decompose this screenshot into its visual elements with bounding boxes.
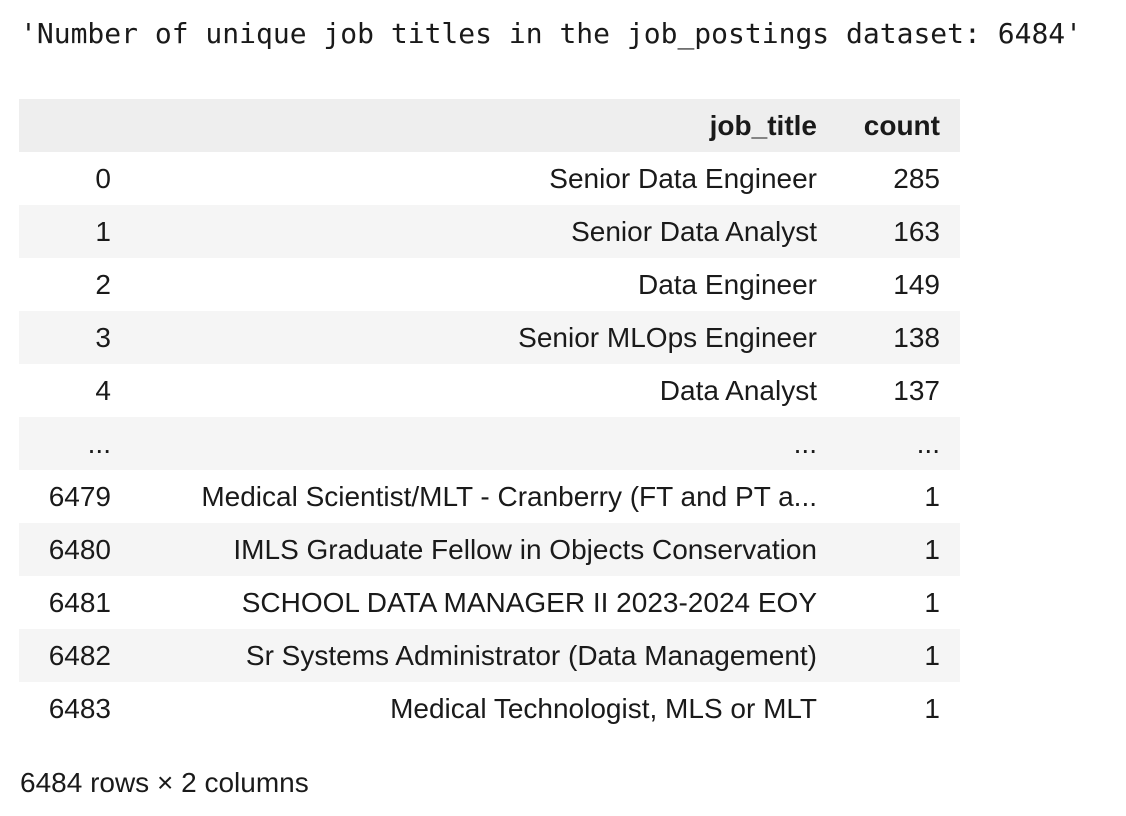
row-count: 163	[893, 215, 940, 247]
row-index: 4	[95, 374, 111, 406]
row-count: 137	[893, 374, 940, 406]
table-row: 3 Senior MLOps Engineer 138	[19, 311, 960, 364]
row-job-title: SCHOOL DATA MANAGER II 2023-2024 EOY	[241, 586, 817, 618]
row-job-title: Senior Data Analyst	[571, 215, 817, 247]
row-count: 1	[924, 480, 940, 512]
row-count: 138	[893, 321, 940, 353]
row-job-title: ...	[793, 427, 817, 459]
table-row: 4 Data Analyst 137	[19, 364, 960, 417]
row-job-title: Medical Scientist/MLT - Cranberry (FT an…	[201, 480, 817, 512]
table-row-ellipsis: ... ... ...	[19, 417, 960, 470]
row-count: 1	[924, 533, 940, 565]
row-index: 6480	[48, 533, 111, 565]
table-row: 1 Senior Data Analyst 163	[19, 205, 960, 258]
dataframe-shape-summary: 6484 rows × 2 columns	[20, 767, 309, 798]
header-count: count	[863, 109, 940, 141]
row-count: 285	[893, 162, 940, 194]
row-index: 0	[95, 162, 111, 194]
table-row: 6482 Sr Systems Administrator (Data Mana…	[19, 629, 960, 682]
table-row: 0 Senior Data Engineer 285	[19, 152, 960, 205]
table-row: 6481 SCHOOL DATA MANAGER II 2023-2024 EO…	[19, 576, 960, 629]
row-index: 6481	[48, 586, 111, 618]
row-index: ...	[87, 427, 111, 459]
row-index: 6479	[48, 480, 111, 512]
row-job-title: Data Analyst	[659, 374, 817, 406]
row-count: 1	[924, 692, 940, 724]
header-job-title: job_title	[709, 109, 817, 141]
row-index: 1	[95, 215, 111, 247]
row-index: 2	[95, 268, 111, 300]
row-count: 149	[893, 268, 940, 300]
table-row: 2 Data Engineer 149	[19, 258, 960, 311]
row-count: ...	[916, 427, 940, 459]
row-index: 3	[95, 321, 111, 353]
row-job-title: Data Engineer	[637, 268, 817, 300]
table-row: 6479 Medical Scientist/MLT - Cranberry (…	[19, 470, 960, 523]
row-job-title: Senior MLOps Engineer	[518, 321, 817, 353]
row-index: 6483	[48, 692, 111, 724]
row-job-title: Sr Systems Administrator (Data Managemen…	[245, 639, 817, 671]
dataframe-table: job_title count 0 Senior Data Engineer 2…	[19, 99, 960, 735]
row-job-title: Medical Technologist, MLS or MLT	[390, 692, 817, 724]
output-text: 'Number of unique job titles in the job_…	[20, 17, 1083, 50]
header-index	[19, 99, 131, 152]
table-row: 6480 IMLS Graduate Fellow in Objects Con…	[19, 523, 960, 576]
row-job-title: IMLS Graduate Fellow in Objects Conserva…	[233, 533, 817, 565]
table-header-row: job_title count	[19, 99, 960, 152]
row-count: 1	[924, 639, 940, 671]
table-row: 6483 Medical Technologist, MLS or MLT 1	[19, 682, 960, 735]
row-count: 1	[924, 586, 940, 618]
row-job-title: Senior Data Engineer	[549, 162, 817, 194]
row-index: 6482	[48, 639, 111, 671]
